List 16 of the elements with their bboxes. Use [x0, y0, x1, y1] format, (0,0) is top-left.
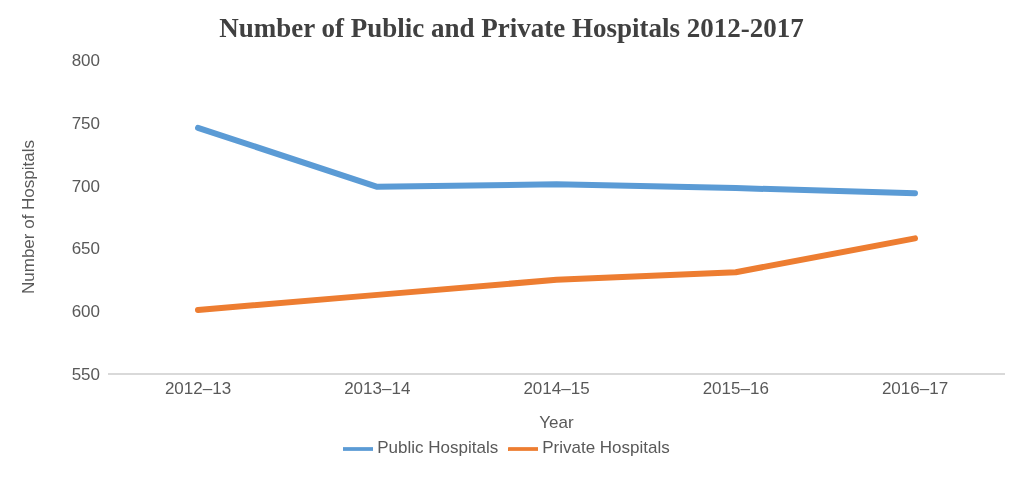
y-tick-label: 800: [71, 51, 100, 71]
x-tick-label: 2012–13: [164, 379, 232, 399]
x-tick-label: 2015–16: [702, 379, 769, 399]
legend-label: Private Hospitals: [542, 438, 670, 458]
x-tick-label: 2013–14: [344, 379, 411, 399]
legend-label: Public Hospitals: [377, 438, 499, 458]
y-tick-label: 650: [71, 239, 100, 259]
y-tick-label: 700: [71, 176, 100, 196]
y-axis-title: Number of Hospitals: [19, 139, 39, 295]
y-tick-label: 750: [71, 113, 100, 133]
x-tick-label: 2014–15: [523, 379, 590, 399]
x-tick-label: 2016–17: [881, 379, 949, 399]
y-tick-label: 600: [71, 302, 100, 322]
chart-title: Number of Public and Private Hospitals 2012-2017: [218, 12, 805, 45]
y-tick-label: 550: [71, 365, 100, 385]
x-axis-title: Year: [539, 413, 575, 432]
